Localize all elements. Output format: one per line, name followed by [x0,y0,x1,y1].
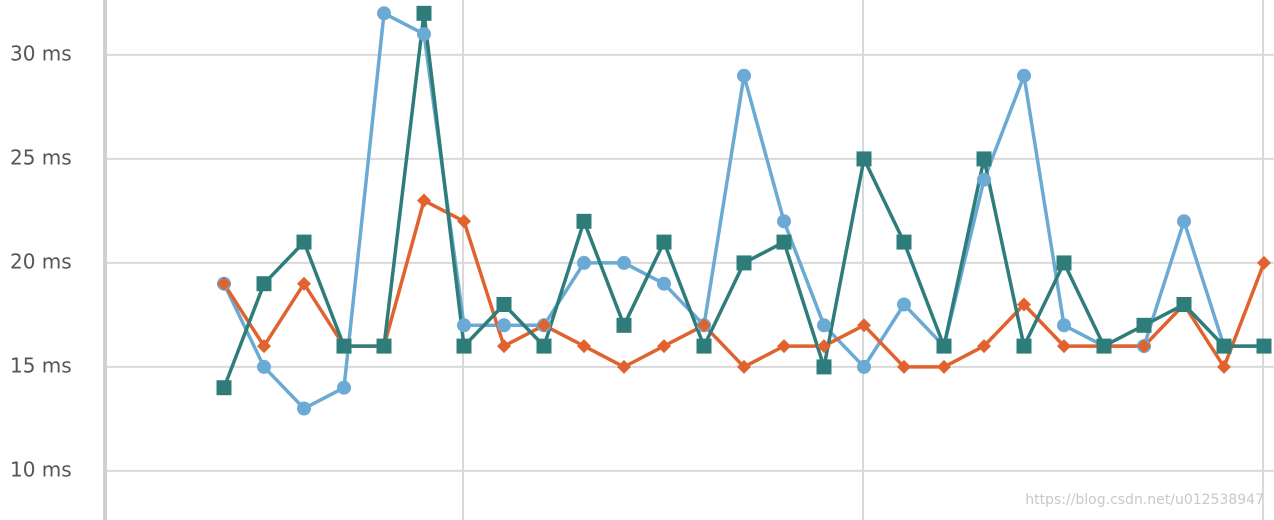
y-tick-label: 10 ms [10,457,72,481]
point [857,318,871,333]
point [697,318,711,333]
y-tick-label: 15 ms [10,353,72,377]
point [737,68,751,83]
point [1017,297,1031,312]
point [1016,338,1032,354]
point [1256,338,1272,354]
point [1176,297,1192,313]
point [216,380,232,396]
point [536,338,552,354]
point [496,297,512,313]
point [297,276,311,291]
point [497,318,511,333]
point [816,359,832,375]
point [1056,255,1072,271]
point [897,297,911,312]
point [296,234,312,250]
point [696,338,712,354]
point [736,255,752,271]
y-tick-label: 25 ms [10,145,72,169]
point [257,339,271,354]
point [497,339,511,354]
point [856,151,872,167]
point [577,255,591,270]
point [1057,318,1071,333]
point [1136,317,1152,333]
point [896,234,912,250]
point [1217,359,1231,374]
y-tick-label: 30 ms [10,41,72,65]
point [1137,339,1151,354]
watermark: https://blog.csdn.net/u012538947 [1025,492,1264,508]
point [1057,339,1071,354]
point [976,151,992,167]
point [217,276,231,291]
point [737,359,751,374]
point [1257,255,1271,270]
point [817,318,831,333]
point [817,339,831,354]
point [417,27,431,42]
point [457,214,471,229]
point [336,338,352,354]
point [1216,338,1232,354]
point [897,359,911,374]
point [416,5,432,21]
point [417,193,431,208]
point [777,339,791,354]
point [616,317,632,333]
point [937,359,951,374]
point [257,359,271,374]
point [537,318,551,333]
point [376,338,392,354]
point [777,214,791,229]
point [857,359,871,374]
point [657,339,671,354]
point [256,276,272,292]
point [576,213,592,229]
point [377,6,391,21]
point [977,339,991,354]
point [457,318,471,333]
point [617,255,631,270]
point [656,234,672,250]
point [1017,68,1031,83]
point [1096,338,1112,354]
point [936,338,952,354]
point [297,401,311,416]
point [577,339,591,354]
point [1177,214,1191,229]
point [657,276,671,291]
point [456,338,472,354]
point [337,380,351,395]
point [617,359,631,374]
point [776,234,792,250]
point [977,172,991,187]
y-tick-label: 20 ms [10,249,72,273]
